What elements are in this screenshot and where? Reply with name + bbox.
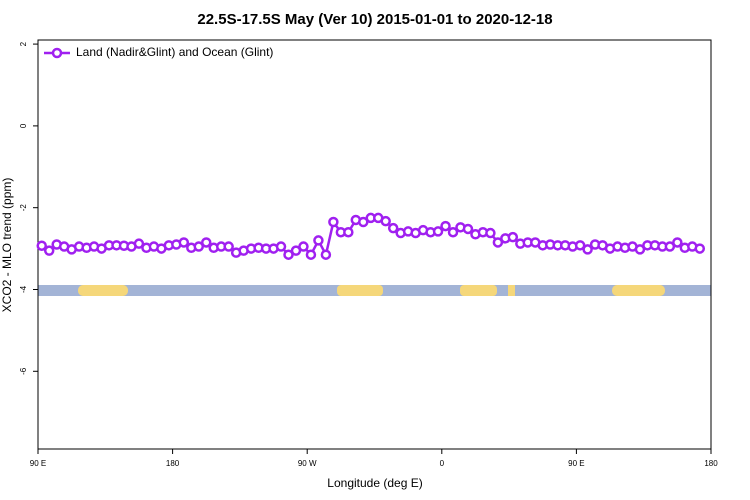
x-tick-label: 90 E <box>568 459 584 468</box>
y-tick-label: -2 <box>19 204 28 212</box>
data-point <box>133 238 145 249</box>
y-axis-label: XCO2 - MLO trend (ppm) <box>0 178 14 313</box>
data-point <box>290 245 302 256</box>
data-point <box>201 237 212 248</box>
data-point <box>447 226 459 238</box>
data-point <box>178 237 190 248</box>
data-point <box>358 216 369 228</box>
data-point <box>694 243 706 254</box>
x-tick-label: 180 <box>166 459 180 468</box>
data-point <box>440 220 451 232</box>
data-point <box>672 237 683 248</box>
data-point <box>634 244 646 255</box>
data-point <box>492 237 504 248</box>
x-tick-label: 0 <box>440 459 445 468</box>
data-point <box>193 241 205 252</box>
data-point <box>432 226 444 237</box>
data-point <box>507 231 519 243</box>
data-point <box>223 241 234 252</box>
x-axis-label: Longitude (deg E) <box>327 476 422 490</box>
y-tick-label: -6 <box>19 367 28 375</box>
data-point <box>462 223 474 235</box>
x-tick-label: 90 E <box>30 459 46 468</box>
data-point <box>298 241 309 252</box>
data-point <box>380 215 391 227</box>
chart-title: 22.5S-17.5S May (Ver 10) 2015-01-01 to 2… <box>197 11 552 28</box>
y-tick-label: 0 <box>19 123 28 128</box>
data-point <box>275 241 287 252</box>
data-point <box>485 227 496 239</box>
data-point <box>328 216 339 228</box>
data-point <box>43 245 55 256</box>
y-tick-label: 2 <box>19 41 28 46</box>
data-point <box>574 240 586 251</box>
legend-label: Land (Nadir&Glint) and Ocean (Glint) <box>76 45 273 59</box>
data-point <box>313 235 324 246</box>
data-point <box>36 240 47 251</box>
data-point <box>305 249 317 260</box>
data-point <box>582 244 593 255</box>
land-ocean-strip <box>38 285 711 296</box>
x-tick-label: 180 <box>704 459 718 468</box>
legend-marker <box>51 47 63 59</box>
data-point <box>387 222 399 234</box>
y-tick-label: -4 <box>19 285 28 293</box>
data-point <box>320 249 332 260</box>
data-point <box>664 241 676 252</box>
x-tick-label: 90 W <box>298 459 317 468</box>
data-point <box>343 226 354 238</box>
data-point <box>283 249 294 260</box>
